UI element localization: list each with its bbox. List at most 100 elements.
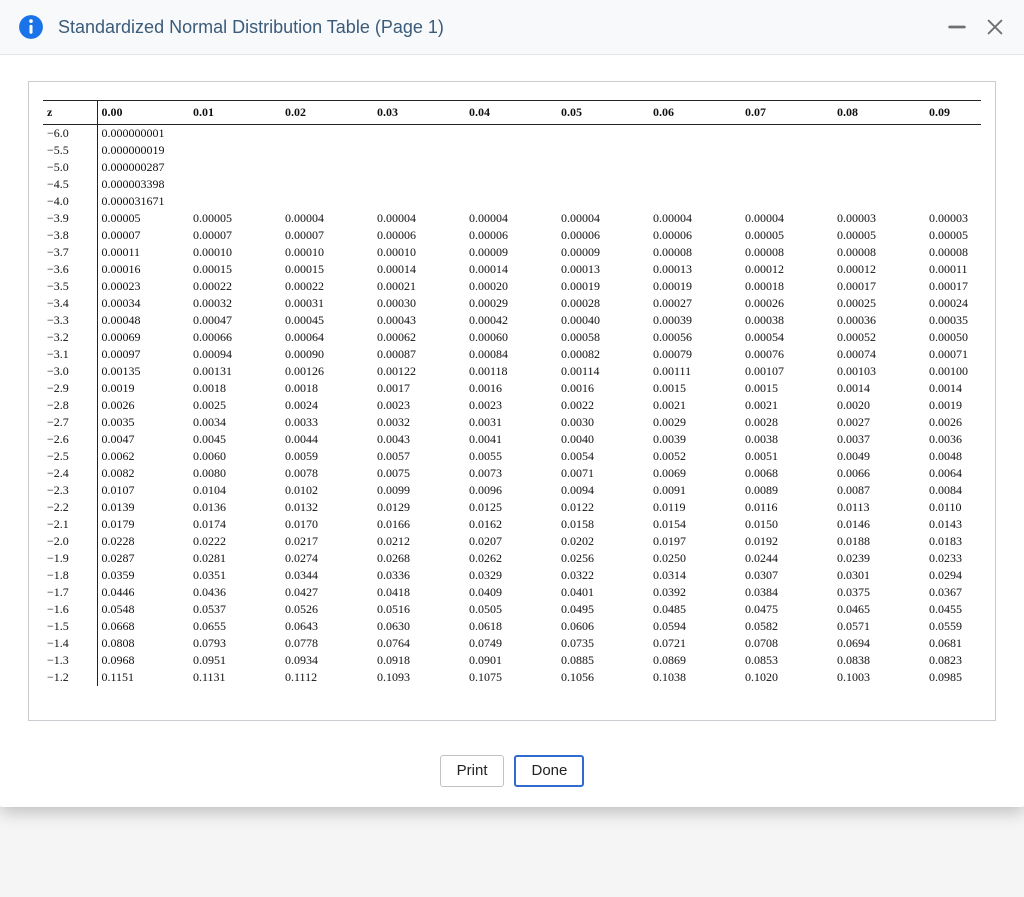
value-cell bbox=[189, 193, 281, 210]
value-cell: 0.00014 bbox=[465, 261, 557, 278]
table-body: −6.00.000000001−5.50.000000019−5.00.0000… bbox=[43, 125, 981, 687]
table-row: −1.60.05480.05370.05260.05160.05050.0495… bbox=[43, 601, 981, 618]
value-cell: 0.00028 bbox=[557, 295, 649, 312]
col-header: 0.02 bbox=[281, 101, 373, 125]
z-cell: −2.1 bbox=[43, 516, 97, 533]
value-cell: 0.00064 bbox=[281, 329, 373, 346]
value-cell: 0.00062 bbox=[373, 329, 465, 346]
z-cell: −3.4 bbox=[43, 295, 97, 312]
value-cell: 0.0031 bbox=[465, 414, 557, 431]
value-cell: 0.00135 bbox=[97, 363, 189, 380]
table-row: −2.90.00190.00180.00180.00170.00160.0016… bbox=[43, 380, 981, 397]
value-cell: 0.00004 bbox=[557, 210, 649, 227]
col-header: 0.03 bbox=[373, 101, 465, 125]
value-cell: 0.00012 bbox=[833, 261, 925, 278]
value-cell: 0.0179 bbox=[97, 516, 189, 533]
value-cell: 0.0465 bbox=[833, 601, 925, 618]
value-cell: 0.00016 bbox=[97, 261, 189, 278]
value-cell: 0.0016 bbox=[557, 380, 649, 397]
value-cell: 0.0110 bbox=[925, 499, 981, 516]
value-cell: 0.00010 bbox=[373, 244, 465, 261]
value-cell: 0.0033 bbox=[281, 414, 373, 431]
close-icon[interactable] bbox=[984, 16, 1006, 38]
value-cell: 0.0071 bbox=[557, 465, 649, 482]
z-cell: −5.0 bbox=[43, 159, 97, 176]
value-cell: 0.0026 bbox=[925, 414, 981, 431]
value-cell: 0.0027 bbox=[833, 414, 925, 431]
table-header-row: z 0.00 0.01 0.02 0.03 0.04 0.05 0.06 0.0… bbox=[43, 101, 981, 125]
table-row: −1.30.09680.09510.09340.09180.09010.0885… bbox=[43, 652, 981, 669]
z-cell: −3.1 bbox=[43, 346, 97, 363]
value-cell: 0.0314 bbox=[649, 567, 741, 584]
clear-all-button[interactable]: Clear All bbox=[467, 816, 557, 848]
table-row: −3.20.000690.000660.000640.000620.000600… bbox=[43, 329, 981, 346]
value-cell: 0.0344 bbox=[281, 567, 373, 584]
value-cell: 0.00034 bbox=[97, 295, 189, 312]
value-cell bbox=[373, 125, 465, 143]
value-cell: 0.00014 bbox=[373, 261, 465, 278]
value-cell bbox=[281, 176, 373, 193]
value-cell bbox=[373, 142, 465, 159]
value-cell bbox=[189, 159, 281, 176]
value-cell: 0.00017 bbox=[833, 278, 925, 295]
value-cell: 0.00036 bbox=[833, 312, 925, 329]
value-cell: 0.00005 bbox=[97, 210, 189, 227]
value-cell: 0.00082 bbox=[557, 346, 649, 363]
value-cell: 0.1093 bbox=[373, 669, 465, 686]
value-cell bbox=[465, 193, 557, 210]
z-cell: −3.3 bbox=[43, 312, 97, 329]
table-row: −2.30.01070.01040.01020.00990.00960.0094… bbox=[43, 482, 981, 499]
value-cell: 0.0606 bbox=[557, 618, 649, 635]
value-cell: 0.0021 bbox=[649, 397, 741, 414]
table-page-frame: z 0.00 0.01 0.02 0.03 0.04 0.05 0.06 0.0… bbox=[28, 81, 996, 721]
print-button[interactable]: Print bbox=[440, 755, 505, 787]
z-cell: −3.8 bbox=[43, 227, 97, 244]
value-cell: 0.0582 bbox=[741, 618, 833, 635]
value-cell: 0.00126 bbox=[281, 363, 373, 380]
value-cell: 0.0301 bbox=[833, 567, 925, 584]
table-row: −2.50.00620.00600.00590.00570.00550.0054… bbox=[43, 448, 981, 465]
value-cell bbox=[281, 125, 373, 143]
value-cell: 0.0594 bbox=[649, 618, 741, 635]
table-row: −2.70.00350.00340.00330.00320.00310.0030… bbox=[43, 414, 981, 431]
value-cell: 0.00010 bbox=[189, 244, 281, 261]
value-cell: 0.0294 bbox=[925, 567, 981, 584]
value-cell: 0.00007 bbox=[189, 227, 281, 244]
value-cell: 0.00066 bbox=[189, 329, 281, 346]
value-cell: 0.0162 bbox=[465, 516, 557, 533]
value-cell: 0.00019 bbox=[557, 278, 649, 295]
done-button[interactable]: Done bbox=[514, 755, 584, 787]
value-cell: 0.0023 bbox=[373, 397, 465, 414]
col-header: 0.00 bbox=[97, 101, 189, 125]
value-cell: 0.1020 bbox=[741, 669, 833, 686]
value-cell bbox=[925, 159, 981, 176]
value-cell: 0.0329 bbox=[465, 567, 557, 584]
value-cell bbox=[281, 159, 373, 176]
value-cell: 0.0197 bbox=[649, 533, 741, 550]
value-cell: 0.00009 bbox=[465, 244, 557, 261]
value-cell: 0.00006 bbox=[373, 227, 465, 244]
value-cell: 0.0154 bbox=[649, 516, 741, 533]
table-row: −3.10.000970.000940.000900.000870.000840… bbox=[43, 346, 981, 363]
minimize-icon[interactable] bbox=[946, 16, 968, 38]
value-cell: 0.00025 bbox=[833, 295, 925, 312]
z-cell: −2.2 bbox=[43, 499, 97, 516]
value-cell: 0.00015 bbox=[281, 261, 373, 278]
value-cell: 0.0089 bbox=[741, 482, 833, 499]
value-cell: 0.0107 bbox=[97, 482, 189, 499]
value-cell: 0.0039 bbox=[649, 431, 741, 448]
value-cell: 0.0721 bbox=[649, 635, 741, 652]
value-cell: 0.0104 bbox=[189, 482, 281, 499]
value-cell: 0.0043 bbox=[373, 431, 465, 448]
value-cell: 0.00017 bbox=[925, 278, 981, 295]
value-cell: 0.00045 bbox=[281, 312, 373, 329]
value-cell: 0.00047 bbox=[189, 312, 281, 329]
table-row: −3.50.000230.000220.000220.000210.000200… bbox=[43, 278, 981, 295]
value-cell: 0.0268 bbox=[373, 550, 465, 567]
value-cell: 0.0045 bbox=[189, 431, 281, 448]
value-cell: 0.0207 bbox=[465, 533, 557, 550]
value-cell bbox=[925, 193, 981, 210]
value-cell: 0.0016 bbox=[465, 380, 557, 397]
value-cell bbox=[373, 159, 465, 176]
value-cell: 0.00094 bbox=[189, 346, 281, 363]
